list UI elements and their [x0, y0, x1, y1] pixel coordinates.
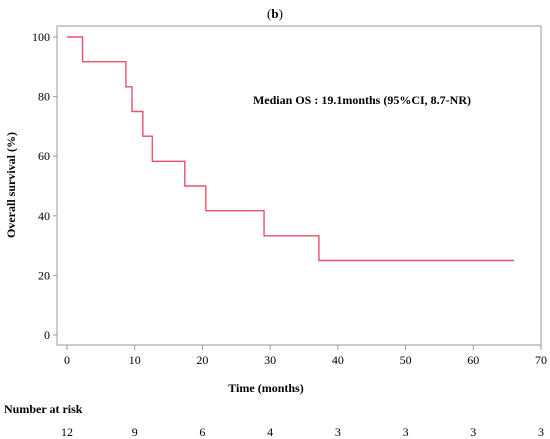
plot-border [56, 25, 542, 346]
x-tick-label: 60 [467, 353, 479, 367]
x-tick-label: 0 [64, 353, 70, 367]
y-tick-label: 20 [38, 268, 50, 282]
panel-label: (b) [267, 6, 283, 21]
survival-step-line [67, 36, 514, 262]
risk-table-value: 3 [335, 425, 341, 439]
y-tick-label: 60 [38, 149, 50, 163]
x-tick-label: 30 [264, 353, 276, 367]
x-tick-label: 40 [332, 353, 344, 367]
y-tick-label: 40 [38, 209, 50, 223]
series-layer [67, 36, 514, 262]
x-tick-label: 10 [129, 353, 141, 367]
y-axis-title: Overall survival (%) [4, 132, 18, 238]
risk-table-value: 12 [61, 425, 73, 439]
median-os-annotation: Median OS : 19.1months (95%CI, 8.7-NR) [253, 93, 471, 107]
risk-table-value: 6 [199, 425, 205, 439]
risk-table-title: Number at risk [4, 402, 83, 416]
risk-table-values: 12 9 6 4 3 3 3 3 [61, 425, 544, 439]
risk-table-value: 3 [470, 425, 476, 439]
y-tick-label: 0 [44, 328, 50, 342]
panel-label-close: ) [279, 6, 283, 21]
y-tick-label: 80 [38, 90, 50, 104]
risk-table-value: 9 [132, 425, 138, 439]
plot-frame [56, 25, 542, 346]
x-axis-title: Time (months) [228, 381, 303, 395]
panel-label-letter: b [271, 6, 278, 21]
risk-table-value: 4 [267, 425, 273, 439]
risk-table-value: 3 [538, 425, 544, 439]
x-tick-label: 50 [400, 353, 412, 367]
y-tick-label: 100 [32, 30, 50, 44]
x-tick-label: 70 [535, 353, 547, 367]
y-axis-ticks: 0 20 40 60 80 100 [32, 30, 57, 342]
x-tick-label: 20 [196, 353, 208, 367]
risk-table-value: 3 [403, 425, 409, 439]
panel-label-open: ( [267, 6, 271, 21]
x-axis-ticks: 0 10 20 30 40 50 60 70 [64, 345, 547, 367]
